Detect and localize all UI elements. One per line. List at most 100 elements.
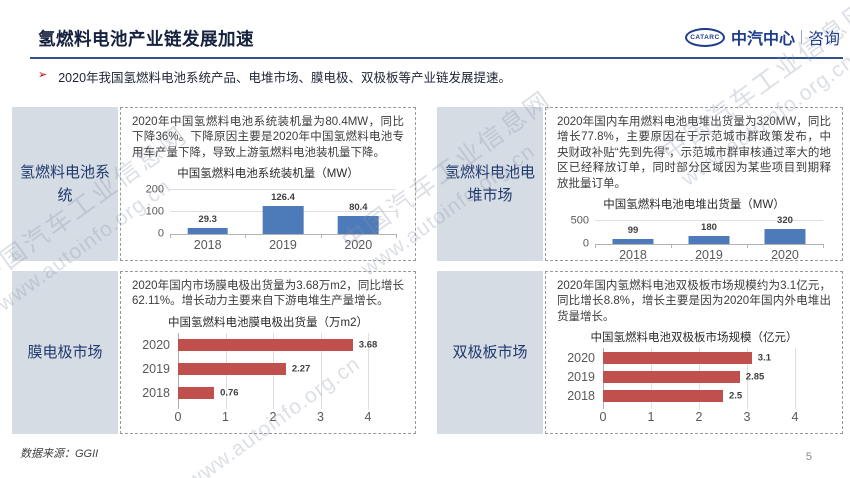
bar-value: 180	[701, 221, 717, 233]
bar-2020	[337, 216, 379, 234]
header-divider	[30, 57, 843, 59]
bar-value: 320	[777, 215, 793, 227]
bar-group: 126.4 2019	[245, 190, 320, 252]
data-source: 数据来源：GGII	[20, 448, 99, 460]
gridline	[747, 348, 748, 409]
catarc-oval-icon: CATARC	[684, 27, 725, 47]
category-label: 2018	[619, 248, 647, 263]
panel-fuel-cell-system: 氢燃料电池系统 2020年中国氢燃料电池系统装机量为80.4MW，同比下降36%…	[12, 107, 416, 261]
category-label: 2020	[142, 337, 170, 352]
y-tick-label: 0	[157, 227, 164, 240]
bar-2018	[603, 389, 723, 402]
category-label: 2020	[344, 238, 373, 252]
bar-row: 2019 2.27	[142, 357, 368, 381]
chart-title: 中国氢燃料电池膜电极出货量（万m2）	[168, 316, 368, 329]
logo-brand-text: 中汽中心	[730, 31, 795, 48]
panel-description: 2020年国内车用燃料电池电堆出货量为320MW，同比增长77.8%，主要原因在…	[557, 116, 831, 190]
bar-row: 2019 2.85	[567, 367, 795, 386]
x-tick-label: 4	[364, 410, 372, 424]
y-tick-label: 0	[582, 237, 589, 250]
y-tick-label: 500	[570, 214, 589, 227]
bar-chart-bipolar-plate: 0 1 2 3 4 2020 3.1 2019 2.85 2018 2.5	[557, 345, 831, 427]
bar-2020	[178, 338, 353, 351]
axis-tick	[245, 234, 247, 238]
bar-row: 2018 2.5	[567, 386, 795, 405]
bar-value: 126.4	[271, 192, 295, 204]
chart-title: 中国氢燃料电池双极板市场规模（亿元）	[590, 332, 798, 345]
gridline	[368, 332, 369, 409]
chart-title: 中国氢燃料电池电堆出货量（MW）	[603, 199, 785, 212]
bar-2019	[262, 206, 304, 234]
axis-tick	[746, 244, 748, 249]
panel-content: 2020年国内市场膜电极出货量为3.68万m2，同比增长62.11%。增长动力主…	[120, 271, 416, 434]
bar-value: 2.85	[745, 371, 765, 383]
catarc-badge-text: CATARC	[690, 33, 720, 41]
key-point: ➢ 2020年我国氢燃料电池系统产品、电堆市场、膜电极、双极板等产业链发展提速。	[38, 67, 830, 86]
bar-2019	[603, 370, 740, 383]
chart-plot: 0 100 200 29.3 2018 126.4 2019 80.4 2020	[146, 184, 397, 252]
x-tick-label: 3	[743, 410, 751, 424]
category-label: 2019	[695, 248, 723, 263]
bar-group: 80.4 2020	[321, 190, 396, 252]
bar-value: 99	[627, 225, 639, 237]
bar-row: 2020 3.1	[567, 348, 795, 367]
category-label: 2019	[142, 361, 170, 376]
category-label: 2019	[567, 369, 595, 384]
bar-2018	[612, 239, 654, 245]
panel-bipolar-plate-market: 双极板市场 2020年国内氢燃料电池双极板市场规模约为3.1亿元，同比增长8.8…	[437, 271, 843, 434]
category-label: 2019	[269, 238, 297, 252]
panel-label-bipolar-plate: 双极板市场	[437, 271, 543, 434]
bar-value: 3.68	[358, 339, 378, 351]
axis-tick	[170, 234, 171, 238]
panel-description: 2020年国内氢燃料电池双极板市场规模约为3.1亿元，同比增长8.8%，增长主要…	[557, 280, 831, 323]
logo-divider	[800, 30, 802, 44]
y-tick-label: 200	[145, 183, 164, 196]
logo-suffix-text: 咨询	[807, 31, 840, 48]
category-label: 2018	[193, 238, 222, 252]
bar-2018	[178, 386, 215, 399]
x-tick-label: 2	[695, 410, 703, 424]
panel-description: 2020年中国氢燃料电池系统装机量为80.4MW，同比下降36%。下降原因主要是…	[132, 116, 404, 159]
panel-label-fuel-cell-system: 氢燃料电池系统	[12, 107, 118, 261]
x-tick-label: 3	[317, 410, 324, 424]
column-chart-system: 0 100 200 29.3 2018 126.4 2019 80.4 2020	[132, 181, 404, 254]
bar-chart-mea: 0 1 2 3 4 2020 3.68 2019 2.27 2018 0.76	[132, 330, 404, 427]
axis-tick	[320, 234, 322, 238]
panel-content: 2020年中国氢燃料电池系统装机量为80.4MW，同比下降36%。下降原因主要是…	[120, 107, 416, 261]
chart-plot: 0 500 99 2018 180 2019 320 2020	[571, 215, 824, 262]
bar-row: 2018 0.76	[142, 381, 368, 405]
bar-group: 99 2018	[595, 221, 671, 262]
gridline	[320, 332, 322, 409]
panel-content: 2020年国内氢燃料电池双极板市场规模约为3.1亿元，同比增长8.8%，增长主要…	[545, 271, 843, 434]
arrow-bullet-icon: ➢	[38, 69, 48, 81]
x-tick-label: 1	[647, 410, 655, 424]
bar-value: 2.5	[729, 390, 743, 402]
panel-mea-market: 膜电极市场 2020年国内市场膜电极出货量为3.68万m2，同比增长62.11%…	[12, 271, 416, 434]
bar-2018	[187, 227, 228, 234]
category-label: 2018	[142, 385, 170, 400]
page-number: 5	[805, 451, 812, 463]
bar-value: 29.3	[198, 213, 217, 225]
bar-value: 2.27	[291, 363, 311, 375]
panel-label-stack-market: 氢燃料电池电堆市场	[437, 107, 543, 261]
panel-description: 2020年国内市场膜电极出货量为3.68万m2，同比增长62.11%。增长动力主…	[132, 280, 404, 308]
category-label: 2018	[567, 388, 595, 403]
category-label: 2020	[771, 248, 799, 263]
gridline	[595, 220, 823, 222]
catarc-logo: CATARC 中汽中心 咨询	[684, 25, 840, 49]
bar-2020	[764, 229, 806, 245]
bar-group: 320 2020	[747, 215, 823, 262]
bar-value: 0.76	[220, 387, 239, 399]
x-tick-label: 2	[269, 410, 277, 424]
axis-tick	[595, 244, 596, 249]
x-tick-label: 4	[791, 410, 799, 424]
bar-2019	[178, 362, 286, 375]
x-tick-label: 1	[222, 410, 229, 424]
panel-label-mea-market: 膜电极市场	[12, 271, 118, 434]
bar-2020	[603, 351, 752, 364]
page-title: 氢燃料电池产业链发展加速	[38, 29, 254, 49]
bar-value: 80.4	[349, 202, 368, 214]
bar-group: 29.3 2018	[170, 190, 245, 252]
axis-tick	[670, 244, 672, 249]
